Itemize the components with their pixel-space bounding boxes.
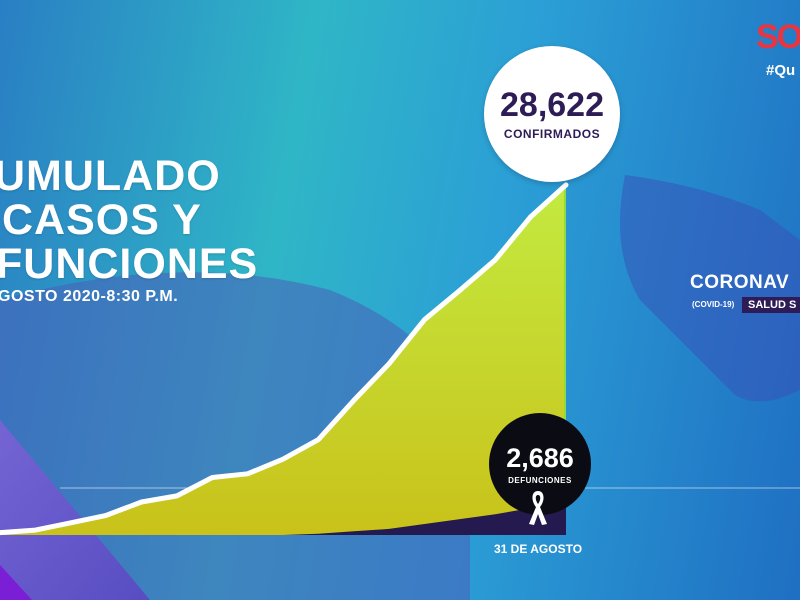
corona-title: CORONAV xyxy=(690,272,790,293)
confirmed-value: 28,622 xyxy=(500,86,604,124)
confirmed-area xyxy=(0,184,566,535)
brand-logo: SO xyxy=(756,18,800,57)
confirmed-area-edge xyxy=(564,184,566,535)
title-line-1: UMULADO xyxy=(0,152,221,200)
confirmed-label: CONFIRMADOS xyxy=(503,127,601,141)
deaths-label: DEFUNCIONES xyxy=(508,475,572,485)
subtitle: GOSTO 2020-8:30 P.M. xyxy=(0,288,179,305)
corona-badge: SALUD S xyxy=(742,297,800,313)
background-wedge-left xyxy=(0,420,150,600)
deaths-value: 2,686 xyxy=(506,442,574,473)
confirmed-line xyxy=(0,182,569,536)
deaths-bubble: 2,686 DEFUNCIONES xyxy=(489,413,591,515)
brand-hashtag: #Qu xyxy=(766,62,796,79)
brand-logo-text: SO xyxy=(756,18,800,56)
background-wedge-corner xyxy=(0,565,32,600)
title-line-3: FUNCIONES xyxy=(0,240,259,288)
corona-subtitle: (COVID-19) xyxy=(692,300,735,309)
background-map-blob xyxy=(620,175,800,402)
deaths-area xyxy=(0,502,566,535)
title-line-2: CASOS Y xyxy=(2,196,202,244)
date-label: 31 DE AGOSTO xyxy=(494,542,583,556)
confirmed-bubble: 28,622 CONFIRMADOS xyxy=(484,46,620,182)
ribbon-icon xyxy=(529,491,547,525)
